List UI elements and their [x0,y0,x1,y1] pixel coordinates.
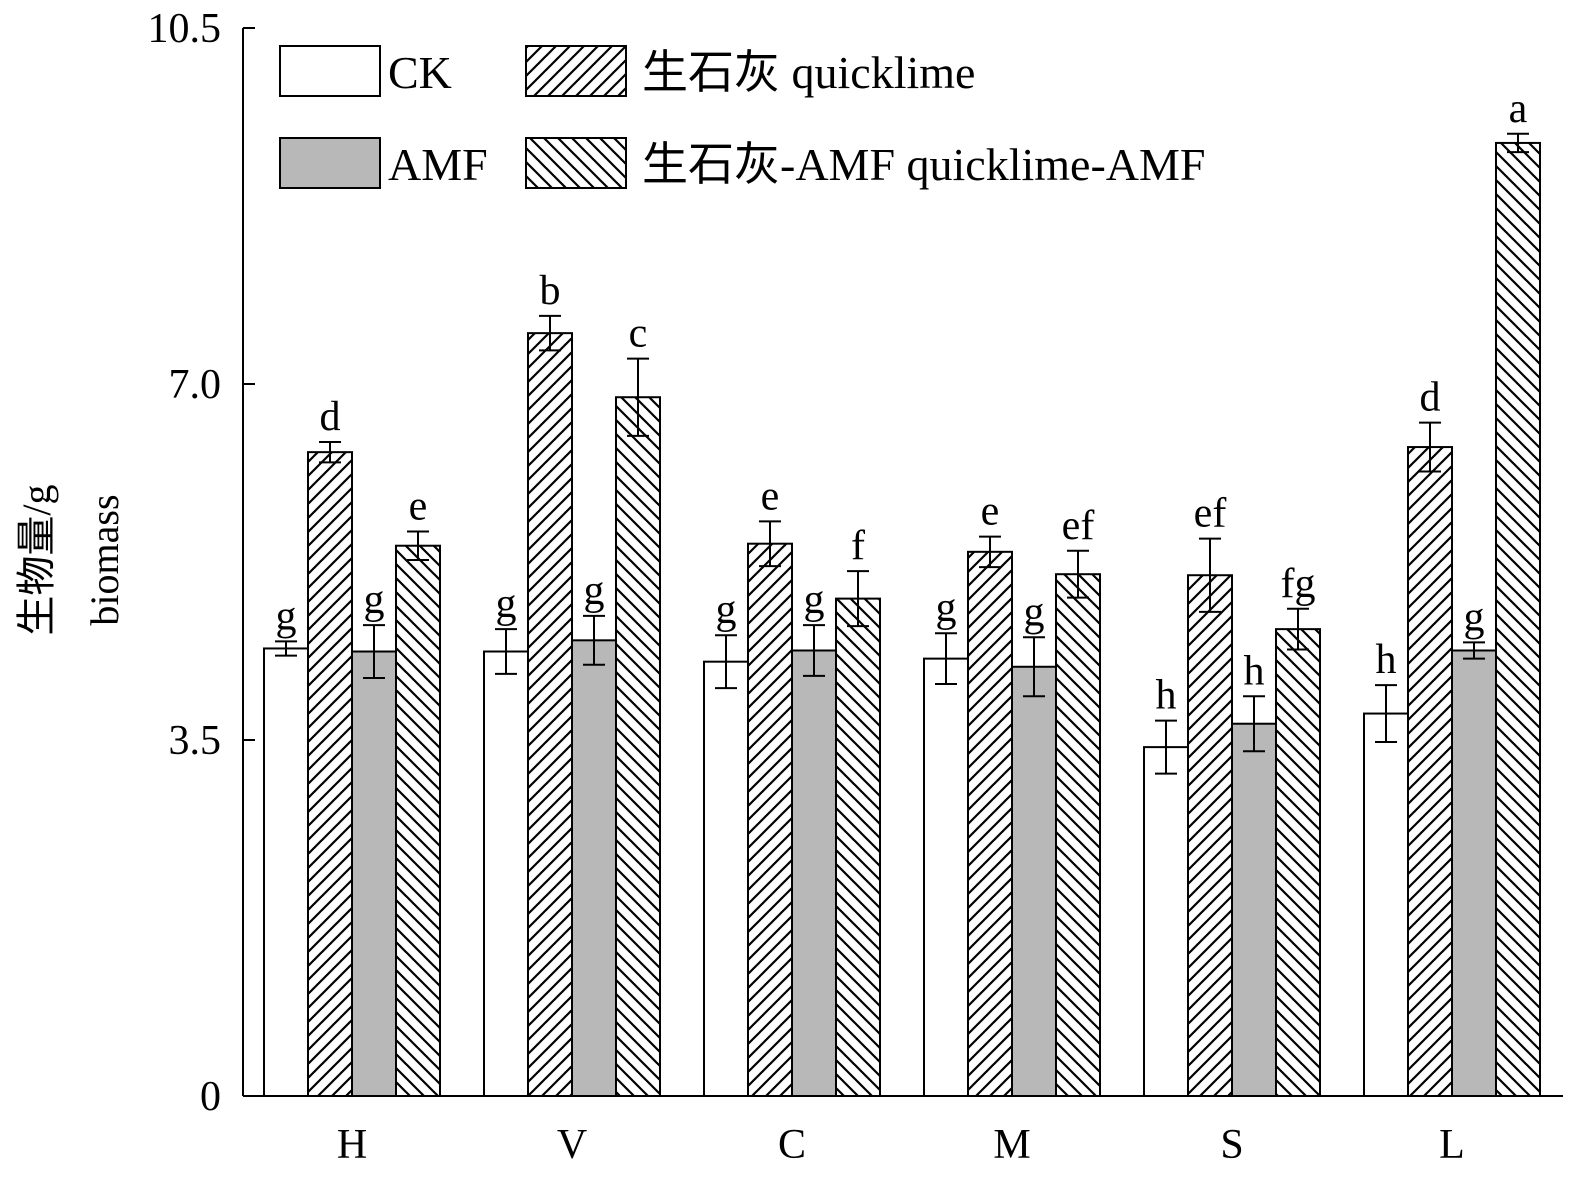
bar [1275,628,1321,1097]
bar [1187,574,1233,1097]
x-tick-label: L [1439,1122,1465,1168]
bar [1495,141,1541,1098]
bar [703,660,749,1097]
bar [967,550,1013,1097]
bar [1231,722,1277,1097]
significance-letter: g [584,568,605,614]
y-axis-title-cn: 生物量/g [14,484,59,635]
bar [527,332,573,1097]
bar [835,597,881,1097]
legend-label-amf: AMF [388,139,488,190]
significance-letter: g [716,587,737,633]
bar [395,544,441,1097]
x-tick-label: S [1220,1122,1243,1168]
legend: CK 生石灰 quicklime AMF 生石灰-AMF quicklime-A… [279,45,1206,190]
y-tick-label: 10.5 [148,6,222,52]
significance-letter: g [364,577,385,623]
significance-letter: fg [1281,561,1316,607]
x-tick-label: H [337,1122,367,1168]
bar [1363,712,1409,1097]
legend-swatch-quicklime [525,45,627,97]
y-tick-label: 3.5 [169,718,222,764]
significance-letter: g [804,577,825,623]
bar [747,542,793,1097]
significance-letter: h [1156,673,1177,719]
bar [307,451,353,1097]
legend-swatch-amf [279,137,381,189]
y-axis-title-en: biomass [82,494,127,625]
x-tick-label: M [993,1122,1030,1168]
bar [923,657,969,1098]
y-axis-ticks: 0 3.5 7.0 10.5 [148,6,255,1120]
significance-letter: e [981,489,1000,535]
bar [1407,446,1453,1097]
significance-letter: b [540,268,561,314]
bar [571,639,617,1097]
bar [483,650,529,1097]
significance-letter: ef [1194,491,1227,537]
bar [791,649,837,1098]
legend-label-ck: CK [388,47,452,98]
bar [1011,665,1057,1097]
legend-label-quicklime: 生石灰 quicklime [642,47,975,98]
y-axis-title: 生物量/g biomass [14,484,127,635]
significance-letter: g [496,581,517,627]
bar-group-V: g b g c [483,268,661,1098]
significance-letter: g [1024,589,1045,635]
bar [1451,649,1497,1098]
bar [615,396,661,1098]
bar-group-H: g d g e [263,394,441,1097]
bar-group-L: h d g a [1363,86,1541,1098]
bar [263,647,309,1097]
significance-letter: e [409,483,428,529]
y-tick-label: 0 [200,1074,221,1120]
legend-label-quicklime-amf: 生石灰-AMF quicklime-AMF [642,139,1206,190]
significance-letter: e [761,473,780,519]
bar [1055,573,1101,1097]
significance-letter: g [276,593,297,639]
legend-swatch-quicklime-amf [525,137,627,189]
significance-letter: d [320,394,341,440]
significance-letter: h [1244,648,1265,694]
significance-letter: c [629,311,648,357]
legend-swatch-ck [279,45,381,97]
significance-letter: ef [1062,503,1095,549]
y-tick-label: 7.0 [169,362,222,408]
x-tick-label: C [778,1122,806,1168]
significance-letter: g [936,585,957,631]
bar [351,650,397,1097]
significance-letter: h [1376,637,1397,683]
x-tick-label: V [557,1122,587,1168]
significance-letter: d [1420,375,1441,421]
significance-letter: g [1464,594,1485,640]
significance-letter: f [851,523,865,569]
bar [1143,746,1189,1097]
significance-letter: a [1509,86,1528,132]
